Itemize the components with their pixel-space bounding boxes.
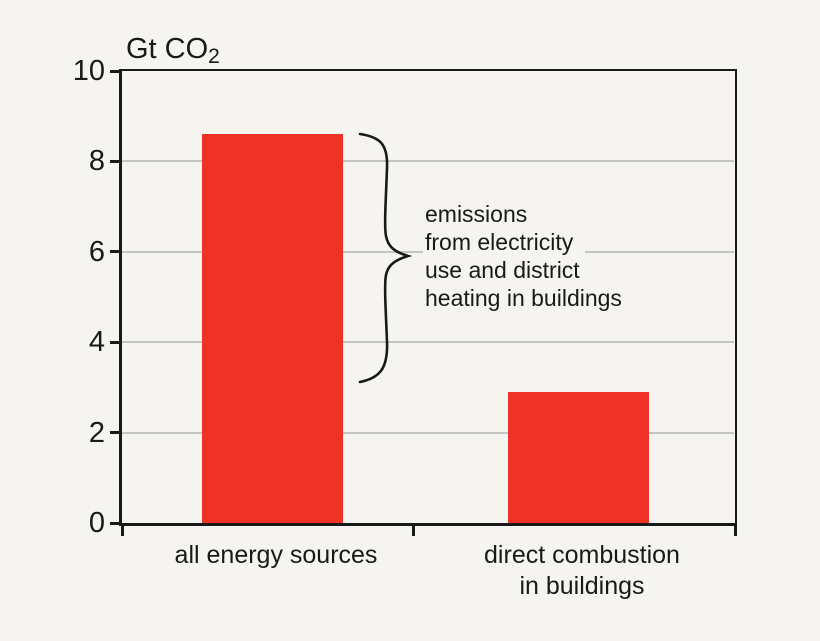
unit-label-subscript: 2	[208, 45, 220, 68]
y-axis-unit-label: Gt CO2	[126, 33, 220, 68]
unit-label-main: Gt CO	[126, 33, 209, 65]
y-tick-2	[110, 431, 122, 435]
annotation-line-2: from electricity	[423, 228, 586, 256]
y-tick-8	[110, 159, 122, 163]
category-boundary-tick-0	[120, 523, 124, 536]
gridline-8	[122, 160, 734, 163]
y-tick-4	[110, 340, 122, 344]
annotation-text: emissions from electricity use and distric…	[423, 200, 634, 312]
bar-direct-combustion-in-buildings	[507, 391, 649, 523]
y-tick-10	[110, 69, 122, 73]
annotation-line-4: heating in buildings	[423, 284, 634, 312]
gridline-4	[122, 341, 734, 344]
category-boundary-tick-1	[411, 523, 415, 536]
y-tick-label-6: 6	[88, 235, 105, 268]
category-boundary-tick-2	[733, 523, 737, 536]
y-tick-label-8: 8	[88, 145, 105, 178]
y-tick-label-0: 0	[88, 507, 105, 539]
x-category-label-all-energy-sources: all energy sources	[174, 541, 378, 569]
annotation-line-3: use and district	[423, 256, 592, 284]
curly-brace-path	[358, 132, 413, 384]
gridline-2	[122, 431, 734, 434]
y-tick-6	[110, 250, 122, 254]
y-tick-label-4: 4	[88, 326, 105, 359]
y-tick-0	[110, 521, 122, 525]
x-category-label-direct-combustion-in-buildings: direct combustion in buildings	[484, 541, 680, 600]
annotation-line-1: emissions	[423, 200, 540, 228]
bar-all-energy-sources	[201, 134, 343, 523]
y-tick-label-10: 10	[72, 55, 105, 87]
curly-brace-annotation	[358, 132, 413, 384]
y-tick-label-2: 2	[88, 416, 105, 449]
